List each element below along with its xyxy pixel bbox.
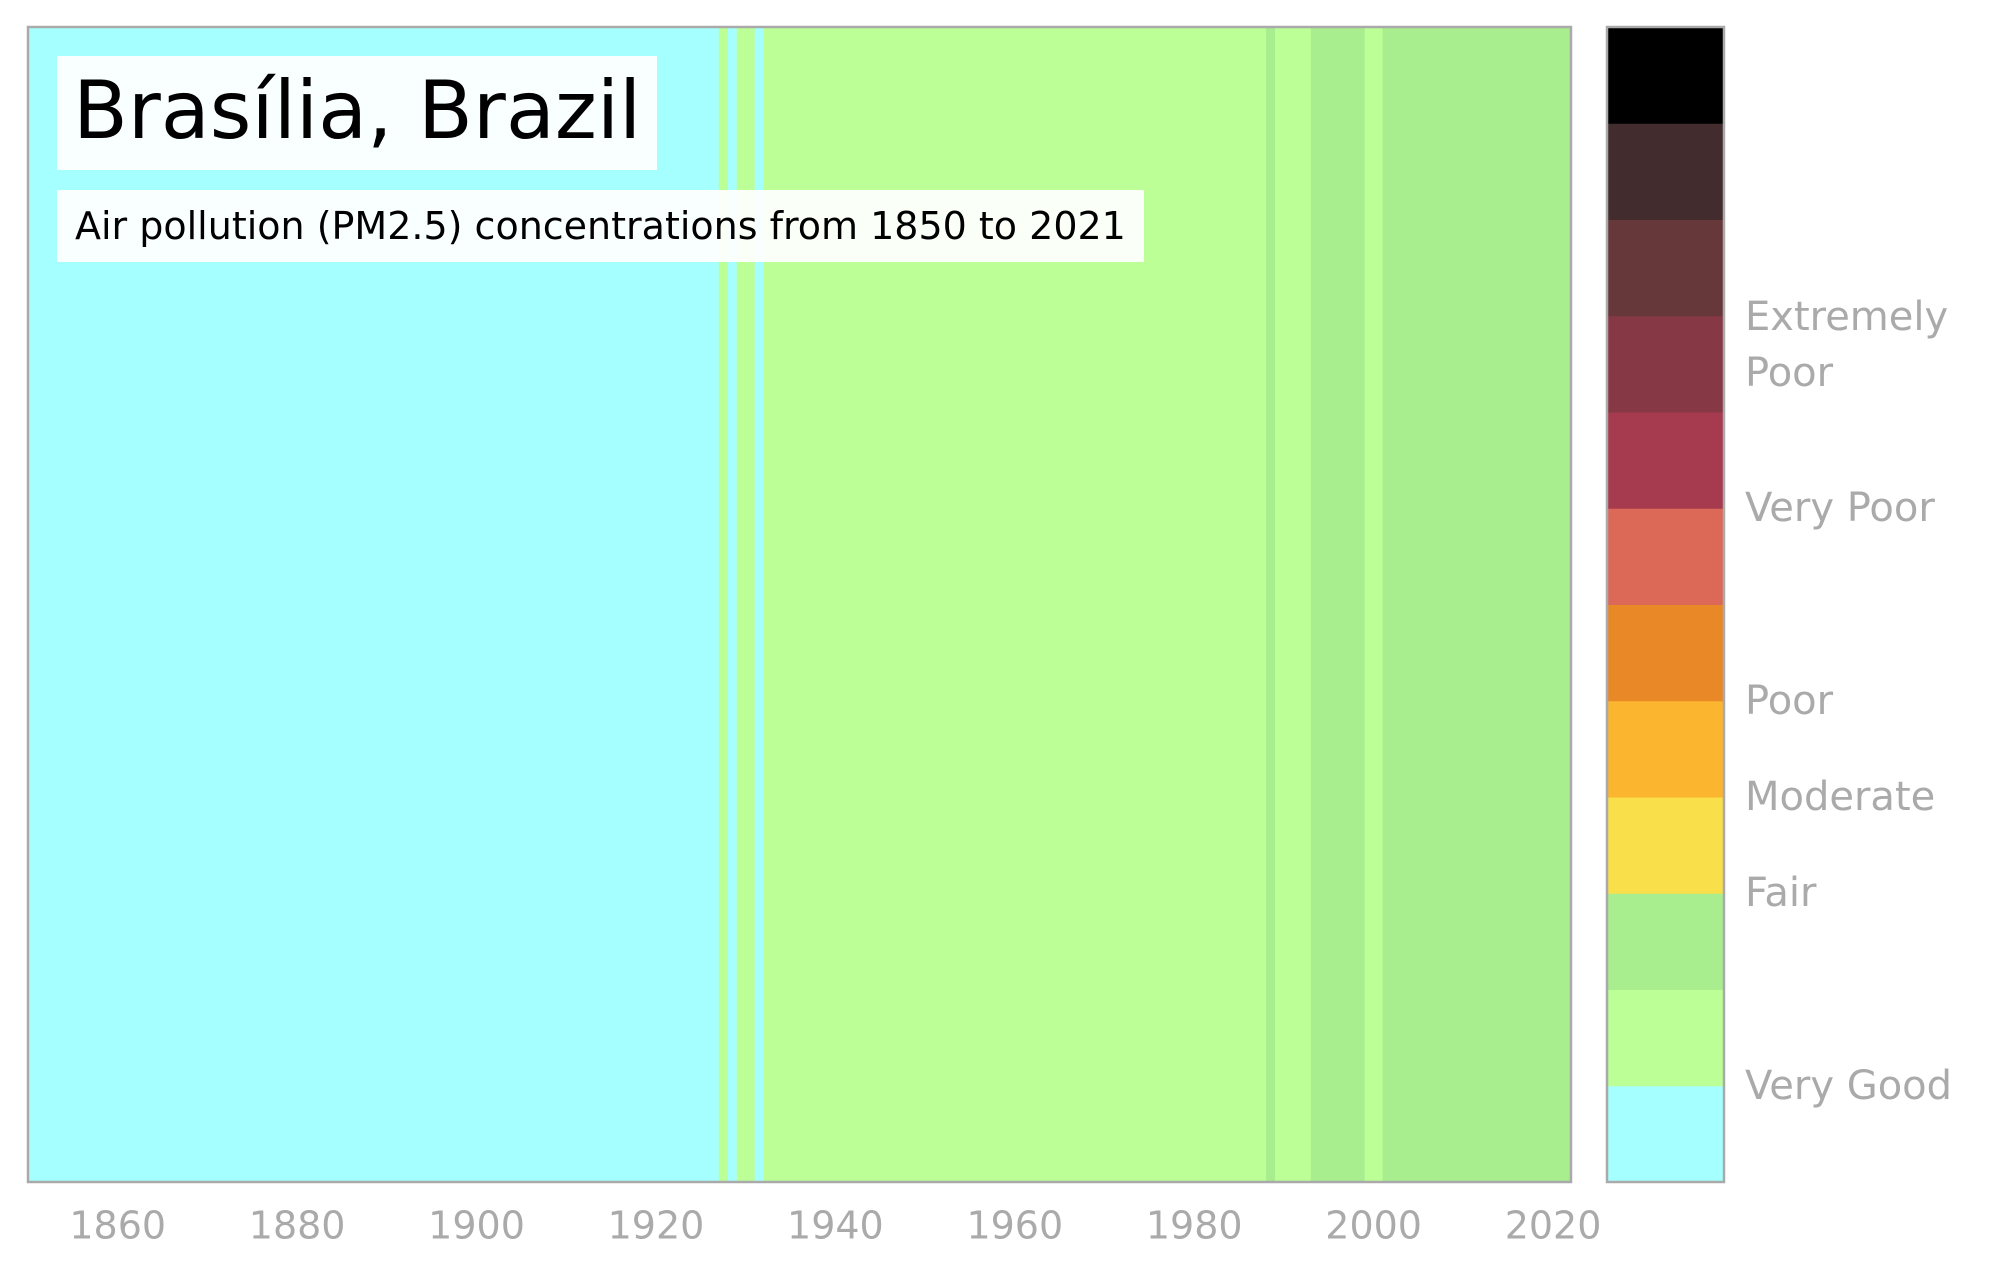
x-tick-label: 1900 [428, 1204, 525, 1248]
colorbar-frame [1605, 25, 1726, 1184]
colorbar-level [1607, 893, 1724, 990]
stripe [727, 27, 738, 1182]
plot-frame [26, 25, 1573, 1184]
colorbar-label: Fair [1745, 870, 1817, 917]
colorbar-level [1607, 412, 1724, 509]
x-tick-label: 2000 [1325, 1204, 1422, 1248]
x-tick-label: 1980 [1146, 1204, 1243, 1248]
x-tick-label: 1920 [608, 1204, 705, 1248]
colorbar-level [1607, 315, 1724, 413]
chart-title: Brasília, Brazil [57, 56, 658, 170]
stripe [1274, 27, 1312, 1182]
colorbar-level [1607, 27, 1724, 124]
chart-subtitle: Air pollution (PM2.5) concentrations fro… [57, 190, 1144, 262]
x-tick-label: 1960 [966, 1204, 1063, 1248]
colorbar-level [1607, 508, 1724, 605]
stripe [718, 27, 729, 1182]
colorbar-label: Poor [1745, 677, 1834, 724]
stripe [1310, 27, 1366, 1182]
x-tick-label: 1880 [249, 1204, 346, 1248]
colorbar-label: Very Good [1745, 1062, 1953, 1109]
colorbar-level [1607, 700, 1724, 798]
x-tick-label: 1860 [69, 1204, 166, 1248]
stripe [1382, 27, 1572, 1182]
stripe [1265, 27, 1276, 1182]
x-tick-label: 2020 [1505, 1204, 1602, 1248]
stripe [1364, 27, 1384, 1182]
colorbar-label: Moderate [1745, 774, 1936, 820]
colorbar-level [1607, 219, 1724, 317]
stripe [754, 27, 765, 1182]
colorbar-level [1607, 1085, 1724, 1183]
stripe [736, 27, 756, 1182]
colorbar-level [1607, 797, 1724, 894]
colorbar-level [1607, 989, 1724, 1087]
x-tick-label: 1940 [787, 1204, 884, 1248]
colorbar-level [1607, 604, 1724, 702]
colorbar-label: Very Poor [1745, 485, 1935, 532]
colorbar-level [1607, 123, 1724, 220]
colorbar-label: Extremely Poor [1745, 293, 1949, 396]
